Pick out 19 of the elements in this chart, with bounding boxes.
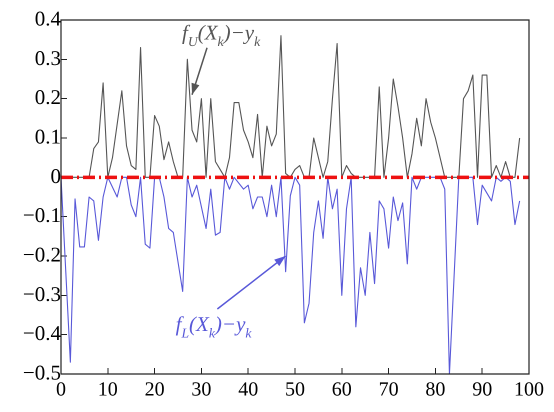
y-tick-label: 0.3	[34, 46, 61, 70]
y-tick-label: 0	[50, 164, 61, 188]
x-tick-label: 40	[238, 378, 258, 400]
x-tick-label: 20	[144, 378, 165, 400]
x-tick-label: 70	[378, 378, 399, 400]
x-tick-label: 10	[98, 378, 118, 400]
x-tick-label: 60	[332, 378, 352, 400]
y-tick-label: 0.1	[34, 124, 61, 149]
x-tick-label: 80	[425, 378, 446, 400]
y-tick-label: −0.1	[22, 203, 61, 228]
x-tick-label: 90	[472, 378, 492, 400]
x-tick-label: 50	[285, 378, 305, 400]
y-tick-label: 0.4	[34, 6, 62, 31]
x-tick-label: 30	[191, 378, 212, 400]
y-tick-label: 0.2	[34, 85, 61, 110]
x-tick-label: 100	[514, 378, 544, 400]
y-tick-label: −0.3	[22, 282, 61, 306]
y-tick-label: −0.2	[22, 242, 61, 267]
y-tick-label: −0.4	[22, 321, 62, 346]
